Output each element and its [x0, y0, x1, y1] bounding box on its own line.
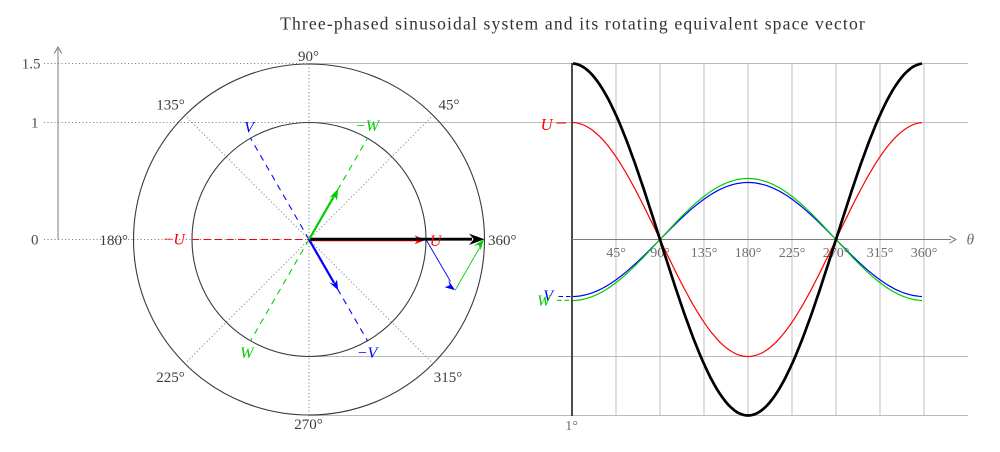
- svg-text:135°: 135°: [691, 246, 718, 261]
- svg-text:315°: 315°: [867, 246, 894, 261]
- svg-text:1: 1: [31, 116, 39, 132]
- svg-text:315°: 315°: [434, 370, 463, 386]
- svg-text:U: U: [430, 233, 443, 250]
- svg-text:V: V: [543, 288, 555, 305]
- svg-text:U: U: [541, 115, 554, 134]
- svg-text:225°: 225°: [779, 246, 806, 261]
- svg-text:1.5: 1.5: [22, 57, 41, 73]
- svg-text:θ: θ: [967, 232, 975, 249]
- svg-text:45°: 45°: [606, 246, 626, 261]
- svg-text:360°: 360°: [911, 246, 938, 261]
- svg-text:0: 0: [31, 233, 39, 249]
- svg-text:1°: 1°: [565, 419, 578, 434]
- svg-text:135°: 135°: [156, 98, 185, 114]
- svg-text:W: W: [240, 345, 255, 362]
- svg-text:−V: −V: [357, 345, 380, 362]
- svg-text:W: W: [537, 293, 552, 310]
- svg-text:270°: 270°: [294, 417, 323, 433]
- svg-text:Three-phased sinusoidal system: Three-phased sinusoidal system and its r…: [280, 14, 866, 34]
- svg-text:45°: 45°: [439, 98, 460, 114]
- svg-text:360°: 360°: [488, 233, 517, 249]
- svg-text:225°: 225°: [156, 370, 185, 386]
- svg-text:180°: 180°: [735, 246, 762, 261]
- svg-text:−U: −U: [163, 232, 187, 249]
- svg-text:90°: 90°: [298, 49, 319, 65]
- svg-text:V: V: [244, 120, 256, 137]
- svg-text:180°: 180°: [100, 233, 129, 249]
- svg-text:−W: −W: [355, 118, 381, 135]
